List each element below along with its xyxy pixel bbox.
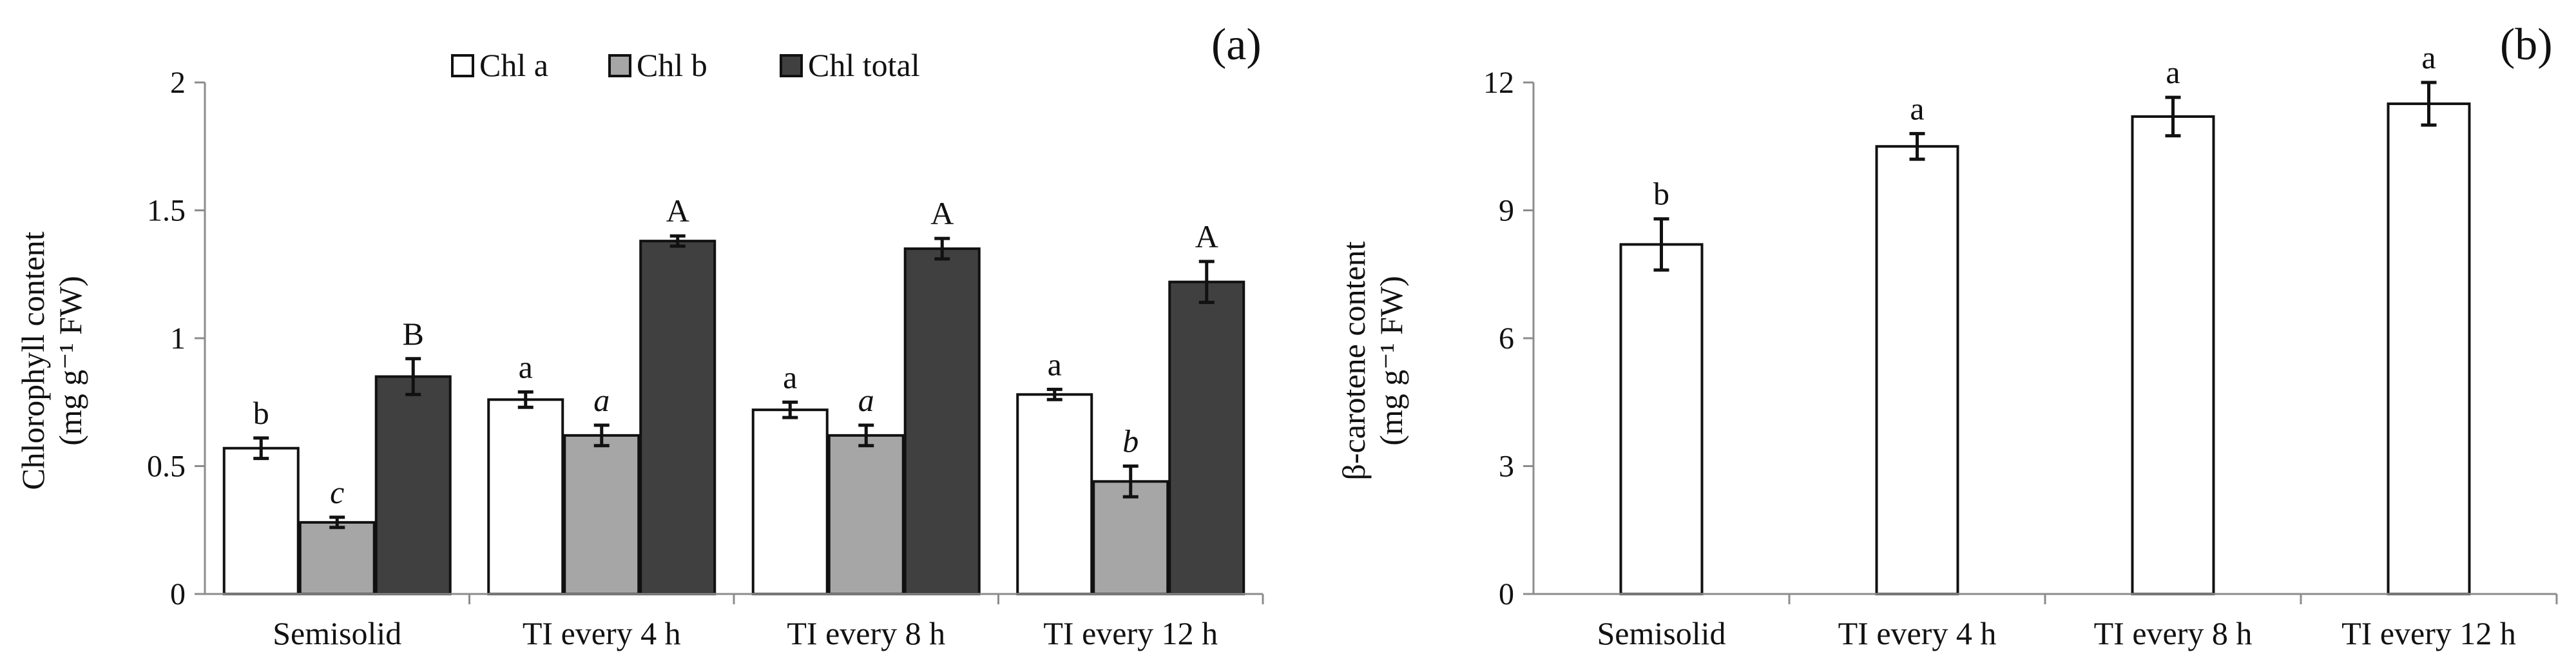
panel-a-y-tick-label: 1 [170,321,186,356]
panel-b-category-label-semisolid: Semisolid [1597,615,1725,651]
legend-swatch-chl-total [780,54,803,77]
panel-a-significance-letter: a [783,359,797,395]
panel-a-y-axis-title-line1: Chlorophyll content [15,231,51,490]
legend-label-chl-b: Chl b [637,47,707,83]
panel-b-y-axis-title-line1: β-carotene content [1336,241,1372,480]
panel-b-bar-carotene-ti-every-8-h [2131,115,2215,595]
panel-a-bar-chl-b-semisolid [298,521,376,596]
panel-a-significance-letter: a [858,382,874,418]
panel-a-significance-letter: B [403,316,424,352]
panel-b-bar-carotene-semisolid [1619,243,1704,595]
panel-a-axes [204,82,1264,604]
panel-a-y-ticks: 0 0.5 1 1.5 2 [147,66,205,611]
panel-a-bar-chl-b-ti-every-8-h [827,434,905,595]
panel-a-y-axis-title: Chlorophyll content (mg g⁻¹ FW) [15,231,88,490]
panel-b-bars: b a a a [1619,39,2471,596]
panel-b-label: (b) [2500,20,2553,70]
panel-a-chart: (a) Chlorophyll content (mg g⁻¹ FW) 0 0.5… [15,20,1264,651]
panel-a-bar-chl-b-ti-every-4-h [563,434,640,595]
panel-a-bar-chl-a-ti-every-8-h [751,408,829,595]
panel-b-y-tick-label: 3 [1499,450,1514,484]
panel-b-category-label-ti-every-12-h: TI every 12 h [2341,615,2516,651]
legend-label-chl-a: Chl a [479,47,548,83]
panel-b-category-label-ti-every-4-h: TI every 4 h [1838,615,1997,651]
panel-a-bar-chl-a-ti-every-4-h [487,398,564,596]
panel-b-y-tick-label: 0 [1499,577,1514,611]
panel-a-category-label-ti-every-4-h: TI every 4 h [523,615,681,651]
panel-b-significance-letter: a [2421,39,2436,75]
panel-b-y-axis-title: β-carotene content (mg g⁻¹ FW) [1336,241,1409,480]
panel-a-y-tick-label: 2 [170,66,186,100]
panel-a-significance-letter: b [1122,423,1139,459]
panel-a-bars: b c Ba a Aa a Aa b A [222,193,1245,596]
panel-a-y-tick-label: 0.5 [147,450,186,484]
panel-a-y-tick-label: 1.5 [147,194,186,228]
panel-b-bar-carotene-ti-every-4-h [1875,145,1959,595]
panel-a-significance-letter: a [519,349,533,385]
panel-b-category-label-ti-every-8-h: TI every 8 h [2094,615,2253,651]
panel-a-bar-chl-total-ti-every-12-h [1168,280,1245,595]
panel-a-bar-chl-total-semisolid [374,375,452,595]
legend-label-chl-total: Chl total [808,47,920,83]
panel-a-y-axis-title-line2: (mg g⁻¹ FW) [52,276,88,446]
panel-a-label: (a) [1211,20,1262,70]
panel-a-bar-chl-a-semisolid [222,446,300,596]
panel-a-category-label-ti-every-8-h: TI every 8 h [787,615,945,651]
panel-b-axes [1532,82,2558,604]
panel-a-significance-letter: c [330,474,344,510]
panel-b-category-labels: Semisolid TI every 4 h TI every 8 h TI ever… [1597,615,2515,651]
panel-b-chart: (b) β-carotene content (mg g⁻¹ FW) 0 3 6 9 1… [1336,20,2558,651]
panel-a-bar-chl-total-ti-every-4-h [639,240,716,595]
legend-swatch-chl-b [608,54,631,77]
legend-swatch-chl-a [451,54,474,77]
panel-a-category-label-semisolid: Semisolid [273,615,401,651]
panel-b-bar-carotene-ti-every-12-h [2387,102,2471,596]
panel-b-significance-letter: a [1910,90,1924,126]
panel-a-bar-chl-a-ti-every-12-h [1016,393,1093,596]
panel-b-y-tick-label: 9 [1499,194,1514,228]
legend: Chl a Chl b Chl total [451,47,920,83]
panel-b-y-tick-label: 12 [1483,66,1514,100]
panel-a-significance-letter: A [666,193,689,229]
panel-b-significance-letter: a [2166,54,2180,90]
panel-a-category-label-ti-every-12-h: TI every 12 h [1043,615,1218,651]
panel-b-y-axis-title-line2: (mg g⁻¹ FW) [1373,276,1409,446]
panel-a-significance-letter: a [593,382,610,418]
panel-b-significance-letter: b [1653,176,1669,212]
panel-a-category-labels: Semisolid TI every 4 h TI every 8 h TI ever… [273,615,1218,651]
panel-b-y-tick-label: 6 [1499,321,1514,356]
panel-a-significance-letter: b [253,395,269,431]
panel-a-significance-letter: a [1048,346,1062,382]
panel-a-significance-letter: A [930,195,954,231]
panel-b-y-ticks: 0 3 6 9 12 [1483,66,1533,611]
panel-a-significance-letter: A [1195,218,1218,254]
panel-a-bar-chl-total-ti-every-8-h [903,247,981,595]
panel-a-y-tick-label: 0 [170,577,186,611]
